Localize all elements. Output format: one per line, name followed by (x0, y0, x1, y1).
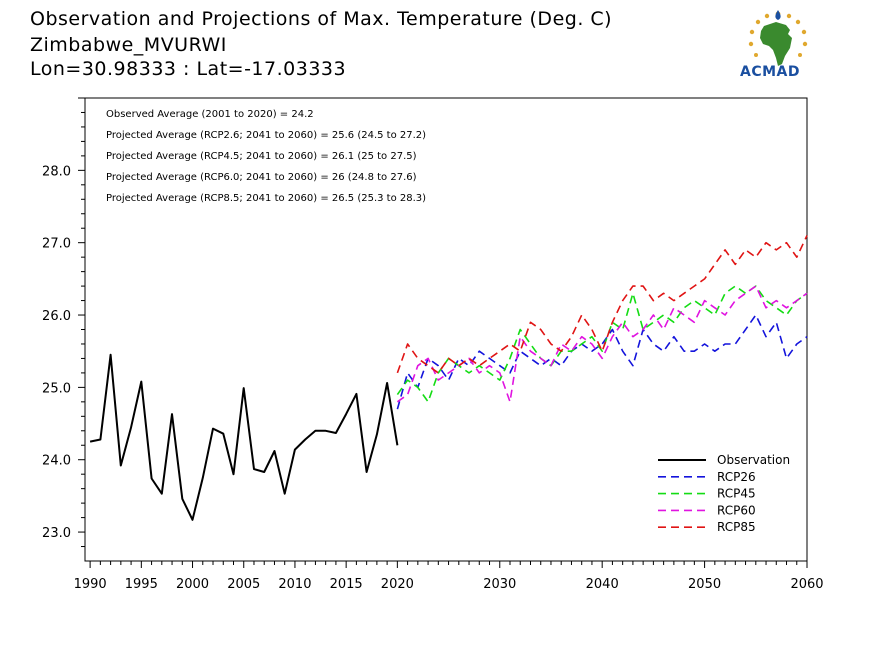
legend-label-rcp45: RCP45 (717, 487, 756, 501)
series-line-rcp45 (396, 285, 808, 403)
x-tick-label: 2030 (483, 577, 516, 592)
series-line-rcp26 (396, 314, 808, 410)
y-tick-label: 25.0 (42, 381, 71, 396)
series-line-rcp60 (396, 285, 808, 403)
chart-subtitle-station: Zimbabwe_MVURWI (30, 34, 227, 56)
annotation-text: Projected Average (RCP2.6; 2041 to 2060)… (106, 130, 426, 141)
legend-label-observation: Observation (717, 453, 790, 467)
y-tick-label: 26.0 (42, 309, 71, 324)
y-tick-label: 23.0 (42, 526, 71, 541)
legend-label-rcp26: RCP26 (717, 470, 756, 484)
x-tick-label: 1995 (125, 577, 158, 592)
annotation-text: Projected Average (RCP8.5; 2041 to 2060)… (106, 193, 426, 204)
legend-label-rcp85: RCP85 (717, 520, 756, 534)
x-tick-label: 2000 (176, 577, 209, 592)
chart-title: Observation and Projections of Max. Temp… (30, 8, 613, 30)
annotation-text: Observed Average (2001 to 2020) = 24.2 (106, 109, 314, 120)
x-tick-label: 2040 (586, 577, 619, 592)
annotation-text: Projected Average (RCP4.5; 2041 to 2060)… (106, 151, 417, 162)
chart-subtitle-coordinates: Lon=30.98333 : Lat=-17.03333 (30, 58, 347, 80)
acmad-logo-text: ACMAD (740, 64, 800, 80)
legend-label-rcp60: RCP60 (717, 503, 756, 517)
y-tick-label: 24.0 (42, 454, 71, 469)
y-tick-label: 28.0 (42, 164, 71, 179)
africa-map-logo-icon (748, 10, 808, 66)
x-tick-label: 2060 (790, 577, 823, 592)
annotation-text: Projected Average (RCP6.0; 2041 to 2060)… (106, 172, 417, 183)
series-line-rcp85 (396, 235, 808, 374)
y-tick-label: 27.0 (42, 237, 71, 252)
x-tick-label: 1990 (74, 577, 107, 592)
x-tick-label: 2015 (330, 577, 363, 592)
x-tick-label: 2005 (227, 577, 260, 592)
series-line-observation (89, 353, 399, 521)
x-tick-label: 2010 (278, 577, 311, 592)
x-tick-label: 2020 (381, 577, 414, 592)
plot-frame (84, 97, 808, 562)
x-tick-label: 2050 (688, 577, 721, 592)
